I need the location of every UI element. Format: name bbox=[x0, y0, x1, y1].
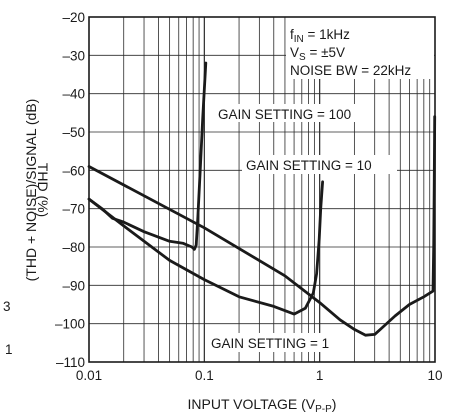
y-tick-label: –30 bbox=[62, 48, 85, 63]
annotation-gain-100-background bbox=[214, 104, 372, 122]
x-axis-label: INPUT VOLTAGE (VP-P) bbox=[188, 396, 337, 415]
y-axis-label-db-group: (THD + NOISE)/SIGNAL (dB) bbox=[23, 99, 39, 282]
x-tick-label: 10 bbox=[427, 368, 442, 383]
condition-supply-voltage: VS = ±5V bbox=[290, 45, 345, 63]
annotation-gain-1: GAIN SETTING = 1 bbox=[211, 336, 329, 351]
y-tick-label: –60 bbox=[62, 163, 85, 178]
annotation-backgrounds bbox=[207, 17, 434, 352]
y-tick-label: –90 bbox=[62, 278, 85, 293]
y-axis-label: THD (%) bbox=[35, 163, 51, 217]
series-line-gain-100 bbox=[87, 61, 208, 251]
series-line-gain-1 bbox=[87, 115, 437, 337]
annotation-gain-10-background bbox=[242, 155, 397, 174]
y-tick-label: –50 bbox=[62, 125, 85, 140]
y-tick-label: –70 bbox=[62, 202, 85, 217]
annotation-gain-100: GAIN SETTING = 100 bbox=[218, 107, 351, 122]
left-edge-label-3: 3 bbox=[3, 299, 11, 314]
y-tick-label: –100 bbox=[55, 317, 85, 332]
conditions-block: fIN = 1kHz VS = ±5V NOISE BW = 22kHz bbox=[290, 27, 411, 78]
y-tick-label: –20 bbox=[62, 10, 85, 25]
left-edge-label-1: 1 bbox=[5, 342, 13, 357]
x-tick-label: 1 bbox=[316, 368, 324, 383]
y-tick-label: –110 bbox=[56, 355, 85, 370]
condition-noise-bandwidth: NOISE BW = 22kHz bbox=[290, 63, 411, 78]
conditions-background bbox=[286, 17, 434, 79]
y-axis-label-db: (THD + NOISE)/SIGNAL (dB) bbox=[23, 99, 39, 282]
y-axis-label-thd: THD (%) bbox=[35, 163, 51, 217]
x-tick-label: 0.1 bbox=[195, 368, 214, 383]
series-layer bbox=[87, 61, 437, 337]
y-tick-label: –80 bbox=[62, 240, 85, 255]
x-tick-label: 0.01 bbox=[76, 368, 102, 383]
annotation-gain-1-background bbox=[207, 333, 354, 352]
plot-frame bbox=[88, 16, 436, 363]
y-tick-label: –40 bbox=[62, 87, 85, 102]
condition-frequency: fIN = 1kHz bbox=[290, 27, 350, 45]
annotation-gain-10: GAIN SETTING = 10 bbox=[246, 158, 372, 173]
series-line-gain-10 bbox=[87, 180, 324, 316]
